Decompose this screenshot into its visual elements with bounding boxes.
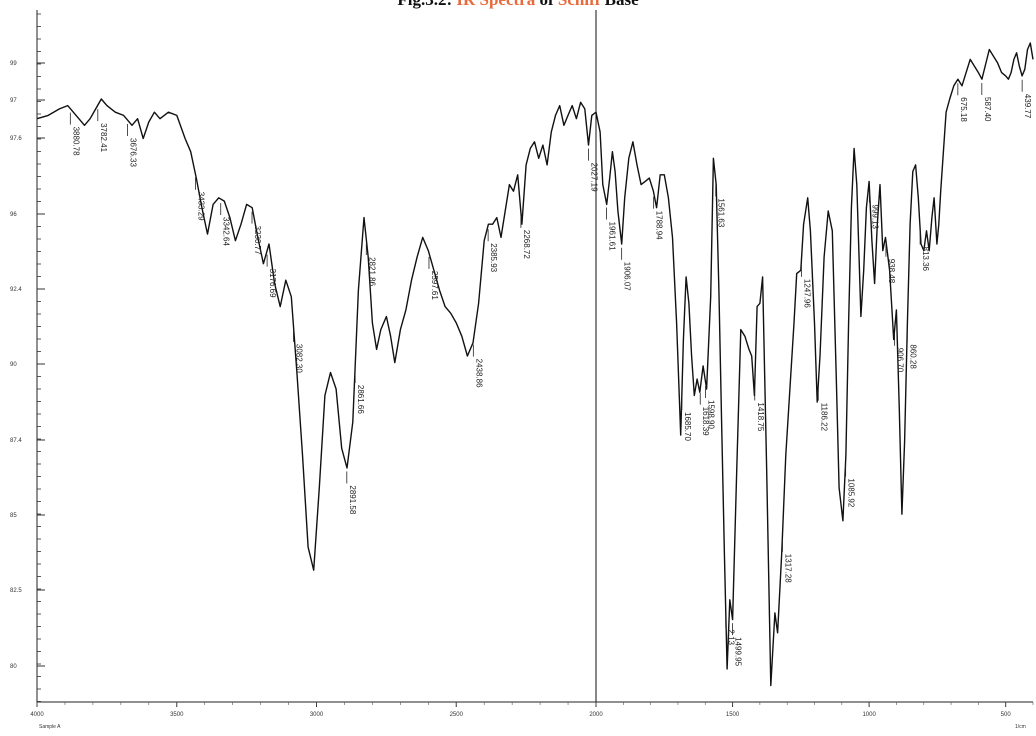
peak-label: 2268.72 <box>522 230 531 259</box>
peak-label: 2861.66 <box>356 385 365 414</box>
peak-label: 1561.63 <box>717 198 726 227</box>
title-highlight-schiff: Schiff <box>558 0 601 9</box>
peak-label: 813.36 <box>921 247 930 272</box>
x-tick-label: 500 <box>1001 712 1012 718</box>
peak-label: 2438.86 <box>474 359 483 388</box>
peak-label: 1317.28 <box>784 554 793 583</box>
peak-label: 3676.33 <box>129 138 138 167</box>
peak-label: 2821.86 <box>367 257 376 286</box>
peak-label: 1906.07 <box>623 262 632 291</box>
title-highlight-ir-spectra: IR Spectra <box>456 0 535 9</box>
peak-label: 1618.39 <box>701 407 710 436</box>
title-prefix: Fig.3.2: <box>397 0 456 9</box>
x-tick-label: 2500 <box>450 712 464 718</box>
peak-label: 3230.77 <box>253 226 262 255</box>
peak-label: 1598.90 <box>707 400 716 429</box>
title-middle: of <box>535 0 558 9</box>
peak-label: 3782.41 <box>99 123 108 152</box>
peak-label: 938.48 <box>887 259 896 284</box>
peak-label: 906.70 <box>896 348 905 373</box>
y-tick-label: 97.6 <box>10 136 22 142</box>
y-tick-label: 87.4 <box>10 438 22 444</box>
peak-label: 675.18 <box>959 97 968 122</box>
peak-label: 1788.94 <box>655 211 664 240</box>
peak-label: 1685.70 <box>683 412 692 441</box>
peak-label: 860.28 <box>908 344 917 369</box>
x-axis-ticks: 4000 3500 3000 2500 2000 1500 1000 500 <box>30 702 1034 718</box>
peak-label: 3342.64 <box>222 217 231 246</box>
y-tick-label: 99 <box>10 61 17 67</box>
peak-label: 2.13 <box>727 629 736 645</box>
peak-label: 999.13 <box>870 205 879 230</box>
peak-label: 439.77 <box>1023 94 1032 119</box>
spectrum-line <box>36 42 1034 687</box>
peak-label: 587.40 <box>983 97 992 122</box>
peak-label: 3082.30 <box>295 344 304 373</box>
y-tick-label: 90 <box>10 362 17 368</box>
x-tick-label: 3000 <box>310 712 324 718</box>
peak-label: 2597.61 <box>430 271 439 300</box>
peak-label: 1499.95 <box>734 637 743 666</box>
peak-label: 2385.93 <box>489 243 498 272</box>
y-axis-ticks: 99 97 97.6 96 92.4 90 87.4 85 82.5 80 <box>10 13 45 702</box>
chart-title: Fig.3.2: IR Spectra of Schiff Base <box>0 0 1036 10</box>
x-unit-label: 1/cm <box>1015 724 1026 730</box>
peak-label: 3880.78 <box>71 127 80 156</box>
peak-label: 2027.19 <box>589 163 598 192</box>
chart-axes <box>36 10 1033 703</box>
x-tick-label: 4000 <box>30 712 44 718</box>
y-tick-label: 92.4 <box>10 287 22 293</box>
peak-label: 2891.58 <box>348 485 357 514</box>
y-tick-label: 85 <box>10 513 17 519</box>
peak-labels: 3880.78 3782.41 3676.33 3433.29 3342.64 3230.… <box>69 79 1032 667</box>
y-tick-label: 82.5 <box>10 588 22 594</box>
title-suffix: Base <box>600 0 639 9</box>
x-tick-label: 1000 <box>862 712 876 718</box>
y-tick-label: 97 <box>10 98 17 104</box>
y-tick-label: 96 <box>10 212 17 218</box>
peak-label: 1186.22 <box>819 403 828 432</box>
x-tick-label: 3500 <box>170 712 184 718</box>
peak-label: 3176.69 <box>268 269 277 298</box>
x-tick-label: 2000 <box>589 712 603 718</box>
peak-label: 1247.96 <box>802 279 811 308</box>
peak-label: 3433.29 <box>196 192 205 221</box>
sample-label: Sample A <box>39 724 61 730</box>
x-tick-label: 1500 <box>726 712 740 718</box>
peak-label: 1961.61 <box>608 222 617 251</box>
y-tick-label: 80 <box>10 664 17 670</box>
peak-label: 1418.75 <box>756 402 765 431</box>
peak-label: 1085.92 <box>847 478 856 507</box>
